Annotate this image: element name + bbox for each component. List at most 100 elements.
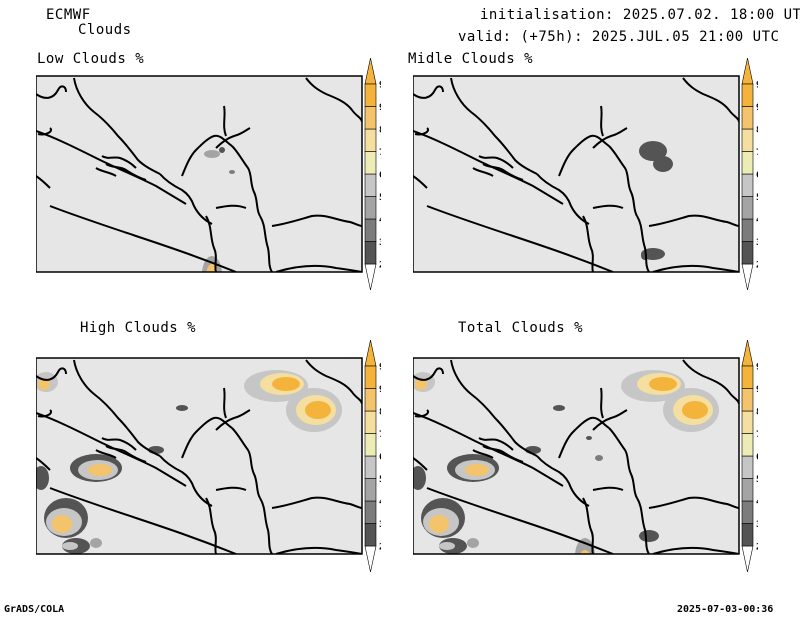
border-line: [95, 449, 117, 459]
borders-layer: [36, 77, 362, 272]
border-line: [426, 205, 614, 272]
colorbar-tick-label: 70: [756, 430, 758, 440]
colorbar-tick-label: 70: [379, 148, 381, 158]
border-line: [636, 497, 650, 554]
colorbar-segment: [364, 365, 377, 389]
total-clouds-map: 20 30 40 50 60 70 80 90 95: [413, 340, 758, 573]
colorbar-segment: [741, 106, 754, 130]
cloud-layer: [36, 370, 342, 554]
cloud-feature: [429, 515, 449, 533]
border-line: [36, 367, 67, 381]
border-line: [413, 412, 564, 487]
border-line: [682, 77, 739, 123]
border-line: [36, 85, 67, 99]
border-line: [49, 487, 237, 554]
cloud-feature: [202, 256, 222, 272]
colorbar-tick-label: 40: [756, 498, 758, 508]
border-line: [608, 145, 638, 217]
border-line: [413, 175, 428, 189]
colorbar-segment: [741, 433, 754, 457]
border-line: [682, 359, 739, 405]
map-area: [36, 357, 363, 555]
colorbar-tick-label: 90: [379, 103, 381, 113]
colorbar-tick-label: 90: [756, 103, 758, 113]
colorbar-min-triangle: [364, 545, 377, 573]
cloud-layer: [413, 370, 719, 554]
colorbar-tick-label: 60: [756, 453, 758, 463]
cloud-feature: [595, 455, 603, 461]
border-line: [215, 127, 251, 149]
border-line: [582, 497, 594, 554]
colorbar-tick-label: 95: [756, 363, 758, 373]
border-line: [259, 497, 273, 554]
border-line: [181, 134, 233, 177]
border-line: [413, 367, 444, 381]
cloud-feature: [176, 405, 188, 411]
border-line: [223, 105, 227, 137]
border-line: [478, 437, 514, 451]
cloud-feature: [639, 141, 667, 161]
border-line: [223, 387, 227, 419]
border-line: [582, 215, 594, 272]
colorbar-segment: [364, 173, 377, 197]
colorbar-segment: [741, 83, 754, 107]
border-line: [36, 130, 187, 205]
border-line: [159, 173, 213, 225]
border-line: [608, 427, 638, 499]
border-line: [450, 359, 538, 457]
border-line: [482, 445, 524, 463]
border-line: [305, 77, 362, 123]
colorbar-segment: [364, 83, 377, 107]
map-frame: [413, 75, 740, 273]
border-line: [36, 457, 51, 471]
colorbar-segment: [364, 523, 377, 547]
border-line: [592, 204, 624, 209]
colorbar-tick-label: 80: [379, 126, 381, 136]
colorbar-segment: [741, 478, 754, 502]
colorbar-segment: [741, 241, 754, 265]
border-line: [536, 455, 590, 507]
colorbar-tick-label: 20: [756, 261, 758, 271]
footer-timestamp: 2025-07-03-00:36: [677, 604, 774, 615]
cloud-feature: [467, 538, 479, 548]
cloud-feature: [62, 542, 78, 550]
border-line: [181, 416, 233, 459]
border-line: [558, 416, 610, 459]
border-line: [478, 155, 514, 169]
panel-mid: 20 30 40 50 60 70 80 90 95: [413, 58, 758, 293]
colorbar-segment: [364, 218, 377, 242]
cloud-feature: [204, 150, 220, 158]
border-line: [73, 359, 161, 457]
border-line: [305, 359, 362, 405]
colorbar-tick-label: 70: [379, 430, 381, 440]
colorbar-tick-label: 20: [379, 543, 381, 553]
panel-title-high: High Clouds %: [80, 320, 197, 336]
map-frame: [36, 357, 363, 555]
cloud-feature: [229, 170, 235, 174]
colorbar-tick-label: 20: [756, 543, 758, 553]
border-line: [101, 155, 137, 169]
border-line: [472, 449, 494, 459]
border-line: [231, 427, 261, 499]
border-line: [259, 215, 273, 272]
border-line: [37, 409, 52, 418]
map-frame: [36, 75, 363, 273]
map-area: [413, 75, 740, 273]
border-line: [450, 77, 538, 175]
colorbar-tick-label: 95: [756, 81, 758, 91]
map-frame: [413, 357, 740, 555]
cloud-feature: [38, 378, 50, 390]
colorbar-segment: [741, 500, 754, 524]
map-area: [413, 357, 740, 555]
cloud-feature: [52, 515, 72, 533]
border-line: [205, 497, 217, 554]
border-line: [231, 145, 261, 217]
colorbar-tick-label: 30: [756, 238, 758, 248]
cloud-feature: [682, 401, 708, 419]
border-line: [105, 445, 147, 463]
border-line: [105, 163, 147, 181]
colorbar: 20 30 40 50 60 70 80 90 95: [741, 340, 758, 573]
cloud-feature: [90, 538, 102, 548]
product-label: Clouds: [78, 22, 132, 38]
cloud-feature: [305, 401, 331, 419]
